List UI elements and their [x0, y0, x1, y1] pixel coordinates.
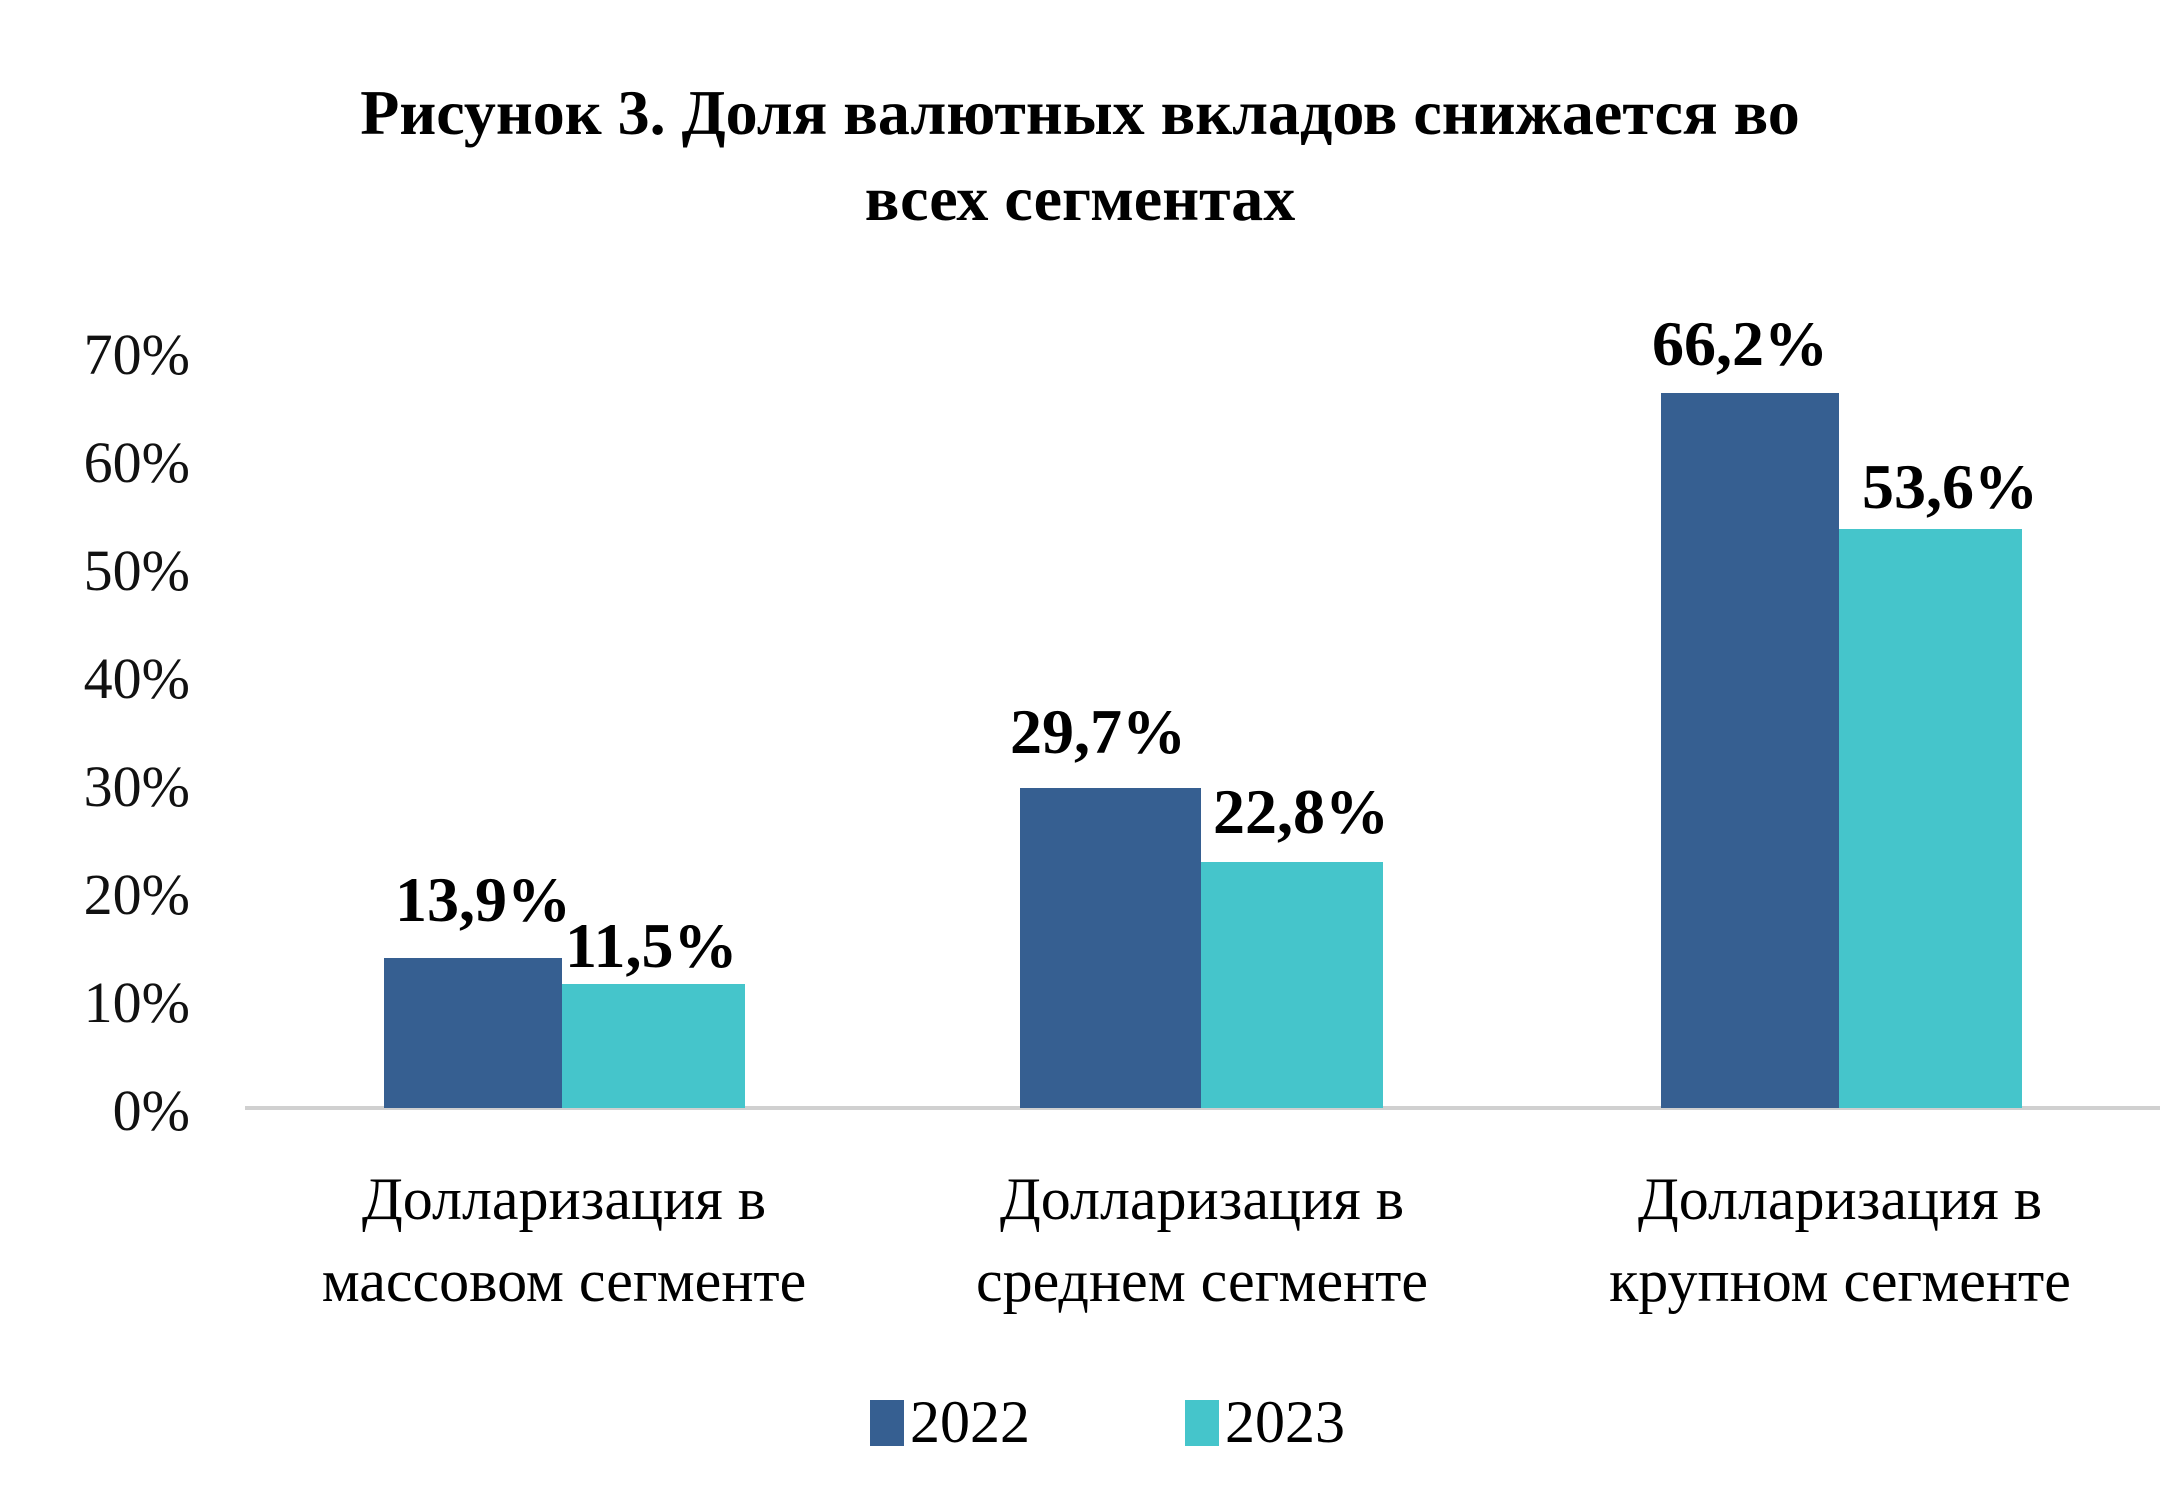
y-tick-20: 20%	[83, 862, 190, 927]
y-tick-0: 0%	[112, 1078, 190, 1143]
y-tick-10: 10%	[83, 970, 190, 1035]
data-label-mass-2022: 13,9%	[395, 864, 571, 935]
x-label-mass-line1: Долларизация в	[361, 1166, 767, 1232]
x-label-mass-line2: массовом сегменте	[321, 1248, 807, 1314]
legend-label-2022: 2022	[910, 1389, 1030, 1455]
x-axis-line	[245, 1106, 2160, 1110]
x-label-large: Долларизация в крупном сегменте	[1520, 1158, 2160, 1322]
x-label-mid-line1: Долларизация в	[999, 1166, 1405, 1232]
data-label-mid-2022: 29,7%	[1010, 696, 1186, 767]
chart-title: Рисунок 3. Доля валютных вкладов снижает…	[0, 70, 2160, 242]
legend-swatch-2023	[1185, 1399, 1219, 1446]
x-label-mass: Долларизация в массовом сегменте	[244, 1158, 884, 1322]
data-label-large-2023: 53,6%	[1862, 451, 2038, 522]
y-tick-70: 70%	[83, 322, 190, 387]
x-label-large-line1: Долларизация в	[1637, 1166, 2043, 1232]
bar-mid-2022	[1020, 788, 1201, 1108]
legend-swatch-2022	[870, 1399, 904, 1446]
legend-item-2023: 2023	[1185, 1388, 1345, 1457]
legend-item-2022: 2022	[870, 1388, 1030, 1457]
chart-title-line1: Рисунок 3. Доля валютных вкладов снижает…	[360, 77, 1800, 148]
legend-label-2023: 2023	[1225, 1389, 1345, 1455]
x-label-mid: Долларизация в среднем сегменте	[882, 1158, 1522, 1322]
legend: 2022 2023	[0, 1388, 2160, 1458]
data-label-large-2022: 66,2%	[1652, 308, 1828, 379]
y-tick-40: 40%	[83, 646, 190, 711]
bar-mass-2023	[562, 984, 745, 1108]
x-label-mid-line2: среднем сегменте	[975, 1248, 1429, 1314]
bar-mid-2023	[1201, 862, 1383, 1108]
x-label-large-line2: крупном сегменте	[1609, 1248, 2071, 1314]
bar-large-2023	[1839, 529, 2022, 1108]
data-label-mass-2023: 11,5%	[565, 910, 738, 981]
chart-title-line2: всех сегментах	[864, 163, 1296, 234]
y-tick-30: 30%	[83, 754, 190, 819]
y-tick-60: 60%	[83, 430, 190, 495]
bar-mass-2022	[384, 958, 562, 1108]
data-label-mid-2023: 22,8%	[1213, 776, 1389, 847]
y-tick-50: 50%	[83, 538, 190, 603]
bar-large-2022	[1661, 393, 1839, 1108]
